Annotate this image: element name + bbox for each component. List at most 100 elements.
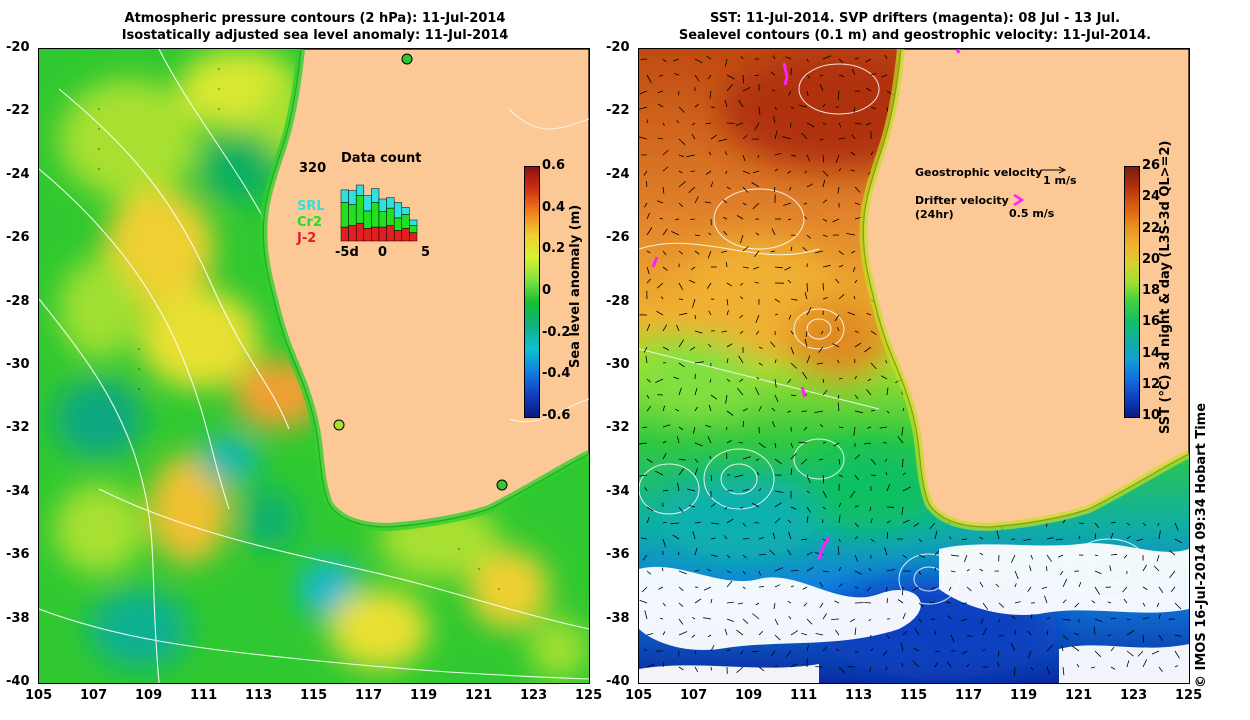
data-count-bar-srl [371, 188, 380, 203]
left-title: Atmospheric pressure contours (2 hPa): 1… [20, 10, 610, 44]
data-count-bar-j2 [363, 228, 372, 242]
colorbar-tick-label: 24 [1142, 189, 1161, 205]
y-tick-label: -34 [6, 483, 30, 499]
data-count-bar-j2 [409, 232, 418, 242]
y-tick-label: -32 [6, 420, 30, 436]
x-tick-label: 119 [410, 688, 438, 703]
y-tick-label: -26 [606, 230, 630, 246]
inset-tick-5: 5 [421, 245, 431, 260]
legend-srl: SRL [297, 199, 325, 214]
y-tick-label: -30 [6, 357, 30, 372]
data-count-bar-cr2 [393, 217, 403, 231]
right-title-line2: Sealevel contours (0.1 m) and geostrophi… [678, 28, 1152, 43]
x-tick-label: 125 [575, 688, 603, 703]
drifter-velocity-label-24hr: (24hr) [915, 208, 954, 221]
x-tick-label: 113 [845, 688, 873, 703]
data-count-bar-cr2 [401, 214, 410, 229]
data-count-bar-cr2 [355, 195, 365, 224]
data-count-chart [340, 171, 418, 242]
right-title-line1: SST: 11-Jul-2014. SVP drifters (magenta)… [709, 11, 1121, 26]
x-tick-label: 123 [1120, 688, 1148, 703]
colorbar-tick-label: -0.6 [542, 408, 571, 423]
colorbar-tick-label: 0.6 [542, 158, 566, 173]
colorbar-tick-label: 18 [1142, 283, 1161, 298]
data-count-bar-srl [386, 197, 395, 209]
x-tick-label: 117 [955, 688, 983, 703]
data-count-bar-cr2 [386, 207, 395, 226]
x-tick-label: 111 [190, 688, 218, 703]
data-count-bar-cr2 [371, 202, 380, 228]
legend-j2: J-2 [297, 231, 317, 246]
y-tick-label: -38 [606, 610, 630, 626]
left-title-line1: Atmospheric pressure contours (2 hPa): 1… [124, 11, 506, 26]
data-count-bar-srl [409, 219, 418, 226]
data-count-bar-j2 [401, 228, 410, 242]
y-tick-label: -30 [606, 357, 630, 372]
drifter-velocity-label: Drifter velocity [915, 194, 1009, 207]
y-tick-label: -20 [606, 40, 630, 55]
data-count-bar-srl [348, 190, 357, 205]
x-tick-label: 125 [1175, 688, 1203, 703]
right-title: SST: 11-Jul-2014. SVP drifters (magenta)… [625, 10, 1205, 44]
colorbar-tick-label: 20 [1142, 251, 1161, 267]
data-count-bar-srl [363, 195, 372, 212]
data-count-title: Data count [341, 151, 422, 166]
data-count-bar-cr2 [340, 202, 349, 228]
data-count-bar-j2 [340, 226, 349, 242]
data-count-bar-cr2 [348, 204, 357, 226]
sst-colorbar [1124, 166, 1140, 418]
data-count-bar-srl [378, 198, 387, 212]
inset-tick-0: 0 [378, 245, 388, 260]
y-tick-label: -36 [6, 547, 30, 563]
geostrophic-velocity-label: Geostrophic velocity [915, 166, 1043, 179]
x-tick-label: 121 [465, 688, 493, 703]
y-tick-label: -22 [606, 103, 630, 119]
y-tick-label: -24 [606, 166, 630, 182]
x-tick-label: 109 [135, 688, 163, 703]
colorbar-tick-label: 12 [1142, 376, 1161, 392]
data-count-bar-j2 [378, 226, 387, 242]
y-tick-label: -28 [6, 293, 30, 309]
legend-cr2: Cr2 [297, 215, 322, 230]
x-tick-label: 119 [1010, 688, 1038, 703]
sea-level-anomaly-map[interactable]: 320 Data count SRL Cr2 J-2 -5d 0 5 [38, 48, 590, 684]
data-count-bar-j2 [348, 225, 357, 242]
geostrophic-velocity-scale: 1 m/s [1043, 174, 1077, 187]
x-tick-label: 109 [735, 688, 763, 703]
x-tick-label: 105 [625, 688, 653, 703]
colorbar-tick-label: -0.2 [542, 324, 571, 340]
x-tick-label: 113 [245, 688, 273, 703]
data-count-bar-cr2 [363, 210, 372, 229]
colorbar-tick-label: 16 [1142, 314, 1161, 330]
data-count-bar-j2 [371, 226, 380, 242]
x-tick-label: 115 [900, 688, 928, 703]
y-tick-label: -26 [6, 230, 30, 246]
y-tick-label: -24 [6, 166, 30, 182]
x-tick-label: 115 [300, 688, 328, 703]
data-count-bar-j2 [386, 225, 395, 242]
sst-map[interactable]: Geostrophic velocity 1 m/s Drifter veloc… [638, 48, 1190, 684]
colorbar-tick-label: 0 [542, 283, 552, 298]
y-tick-label: -22 [6, 103, 30, 119]
x-tick-label: 121 [1065, 688, 1093, 703]
data-count-bar-cr2 [409, 225, 418, 233]
sea-level-colorbar-label: Sea level anomaly (m) [568, 204, 583, 368]
data-count-max: 320 [299, 161, 327, 176]
y-tick-label: -28 [606, 293, 630, 309]
colorbar-tick-label: 14 [1142, 345, 1161, 361]
x-tick-label: 111 [790, 688, 818, 703]
imos-credit: © IMOS 16-Jul-2014 09:34 Hobart Time [1194, 402, 1209, 688]
y-tick-label: -38 [6, 610, 30, 626]
sst-colorbar-label: SST (°C) 3d night & day (L3S-3d QL>=2) [1158, 140, 1173, 434]
data-count-bar-j2 [355, 223, 365, 242]
x-tick-label: 107 [680, 688, 708, 703]
x-tick-label: 123 [520, 688, 548, 703]
colorbar-tick-label: -0.4 [542, 366, 571, 382]
y-tick-label: -32 [606, 420, 630, 436]
y-tick-label: -40 [6, 674, 30, 689]
data-count-bar-cr2 [378, 211, 387, 228]
colorbar-tick-label: 0.4 [542, 199, 566, 215]
data-count-bar-srl [355, 184, 365, 196]
data-count-bar-srl [340, 189, 349, 203]
sea-level-colorbar [524, 166, 540, 418]
